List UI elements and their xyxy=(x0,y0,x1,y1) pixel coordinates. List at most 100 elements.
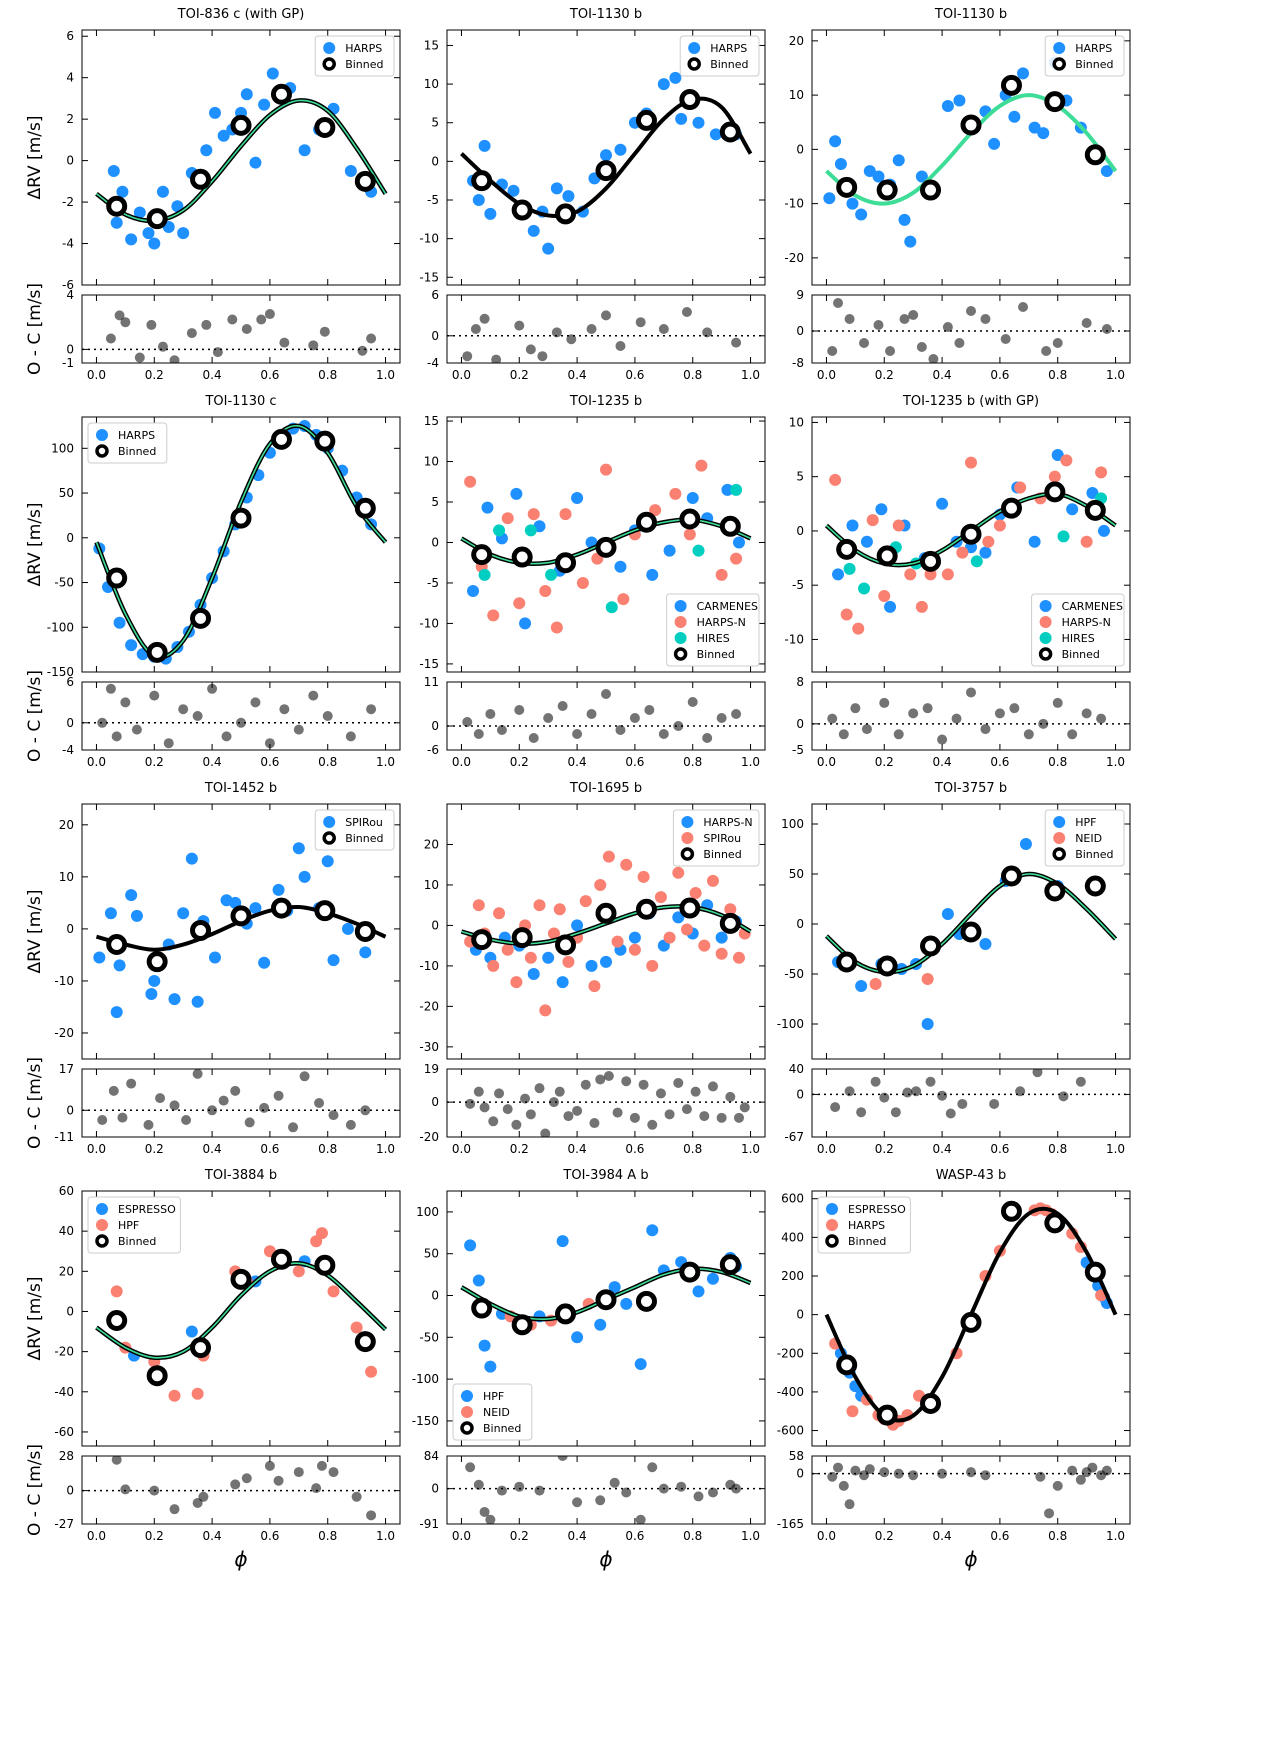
data-point xyxy=(846,519,859,532)
x-tick-label: 0.4 xyxy=(933,1529,952,1543)
data-point xyxy=(620,1297,633,1310)
y-tick-label: 20 xyxy=(424,837,439,851)
residual-point xyxy=(360,1105,371,1116)
residual-point xyxy=(1101,324,1112,334)
data-point xyxy=(982,535,995,548)
legend-label: HPF xyxy=(1075,816,1096,829)
legend-label: Binned xyxy=(345,58,383,71)
x-tick-label: 0.2 xyxy=(510,755,529,769)
y-tick-label: 5 xyxy=(431,495,439,509)
panel-title: TOI-3884 b xyxy=(204,1168,277,1183)
data-point xyxy=(675,112,688,125)
residual-point xyxy=(879,1467,890,1478)
residual-point xyxy=(496,725,507,735)
y-axis-label: O - C [m/s] xyxy=(25,1057,45,1149)
panel-title: TOI-836 c (with GP) xyxy=(177,7,305,22)
binned-point xyxy=(314,900,336,922)
legend-marker xyxy=(96,429,108,441)
y-tick-label: 0 xyxy=(66,531,74,545)
x-tick-label: 0.0 xyxy=(817,1142,836,1156)
panel-title: TOI-1130 b xyxy=(934,7,1007,22)
data-point xyxy=(478,1339,491,1352)
data-point xyxy=(860,535,873,548)
residual-point xyxy=(1087,1462,1098,1473)
residual-point xyxy=(314,1098,325,1108)
data-point xyxy=(970,555,983,568)
legend-marker xyxy=(1039,632,1052,644)
binned-point xyxy=(719,515,741,537)
binned-point xyxy=(106,567,128,589)
y-tick-label: 0 xyxy=(431,154,439,168)
residual-point xyxy=(1096,713,1107,724)
x-tick-label: 0.8 xyxy=(1048,755,1067,769)
data-point xyxy=(646,959,659,972)
data-point xyxy=(646,568,659,581)
x-tick-label: 1.0 xyxy=(1106,1529,1125,1543)
legend-marker xyxy=(322,57,336,71)
x-tick-label: 0.6 xyxy=(990,1142,1009,1156)
plot-area xyxy=(824,448,1117,635)
binned-point xyxy=(1000,74,1022,96)
axes-frame xyxy=(811,294,1131,364)
residual-point xyxy=(1052,697,1063,708)
y-tick-label: 100 xyxy=(416,1205,439,1219)
data-point xyxy=(93,951,106,964)
binned-point xyxy=(511,1314,533,1336)
data-point xyxy=(556,976,569,989)
panel: TOI-1452 b ΔRV [m/s] O - C [m/s] -20 -10 0 10 2… xyxy=(25,781,401,1156)
residual-point xyxy=(673,1077,684,1088)
y-tick-label: 10 xyxy=(59,870,74,884)
data-point xyxy=(507,184,520,197)
panel: WASP-43 b ϕ -600 -400 -200 0 200 400 600 -165 0 58 0… xyxy=(777,1168,1131,1571)
y-tick-label: -60 xyxy=(54,1425,74,1439)
data-point xyxy=(240,88,253,101)
residual-point xyxy=(345,1119,356,1130)
plot-area xyxy=(823,56,1118,248)
residual-point xyxy=(462,717,473,727)
data-point xyxy=(732,951,745,964)
residual-point xyxy=(230,1085,241,1096)
x-tick-label: 0.6 xyxy=(260,755,279,769)
binned-point xyxy=(1044,880,1066,902)
data-point xyxy=(292,842,305,855)
binned-point xyxy=(230,1268,252,1290)
binned-point xyxy=(555,1303,577,1325)
binned-point xyxy=(270,1248,292,1270)
data-point xyxy=(840,608,853,621)
x-tick-label: 0.8 xyxy=(683,368,702,382)
residual-point xyxy=(1075,1474,1086,1485)
data-point xyxy=(884,600,897,613)
data-point xyxy=(298,870,311,883)
axes-frame xyxy=(81,681,401,751)
residual-point xyxy=(120,1484,131,1495)
data-point xyxy=(863,165,876,178)
axes-frame xyxy=(446,294,766,364)
residual-point xyxy=(937,1468,948,1479)
data-point xyxy=(852,622,865,635)
data-point xyxy=(608,1281,621,1294)
residual-point xyxy=(925,1076,936,1087)
binned-point xyxy=(1084,1261,1106,1283)
y-tick-label: 50 xyxy=(424,1247,439,1261)
y-tick-label: -10 xyxy=(419,232,439,246)
x-tick-label: 0.4 xyxy=(203,1142,222,1156)
y-tick-label: -6 xyxy=(62,278,74,292)
residual-point xyxy=(491,354,502,363)
data-point xyxy=(602,850,615,863)
y-tick-label: 0 xyxy=(796,717,804,731)
x-tick-label: 0.2 xyxy=(510,1142,529,1156)
y-tick-label: 0 xyxy=(431,918,439,932)
y-tick-label: 6 xyxy=(431,288,439,302)
x-tick-label: 0.0 xyxy=(817,368,836,382)
data-point xyxy=(208,951,221,964)
y-tick-label: -40 xyxy=(54,1385,74,1399)
data-point xyxy=(721,483,734,496)
data-point xyxy=(1100,165,1113,178)
residual-point xyxy=(134,352,145,363)
data-point xyxy=(611,935,624,948)
residual-point xyxy=(1032,1069,1043,1078)
data-point xyxy=(130,909,143,922)
legend-label: Binned xyxy=(697,648,735,661)
y-tick-label: -4 xyxy=(427,356,439,370)
data-point xyxy=(875,503,888,516)
